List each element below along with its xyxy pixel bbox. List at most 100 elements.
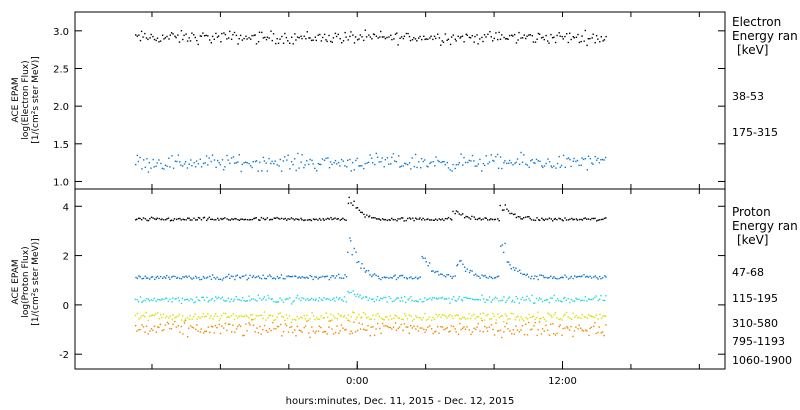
data-point (183, 320, 185, 322)
data-point (202, 275, 205, 278)
data-point (529, 316, 531, 319)
data-point (352, 161, 354, 164)
data-point (479, 217, 481, 219)
data-point (435, 313, 437, 316)
data-point (150, 328, 153, 330)
data-point (567, 219, 570, 221)
data-point (155, 165, 157, 167)
data-point (396, 297, 398, 299)
data-point (388, 163, 390, 165)
data-point (246, 162, 248, 164)
data-point (218, 162, 220, 164)
data-point (541, 217, 543, 219)
data-point (509, 34, 511, 37)
data-point (273, 327, 275, 330)
data-point (280, 170, 283, 172)
data-point (597, 219, 599, 221)
data-point (226, 275, 228, 278)
data-point (436, 298, 439, 300)
data-point (200, 166, 203, 168)
data-point (537, 329, 539, 331)
data-point (482, 312, 484, 314)
data-point (247, 277, 250, 279)
data-point (374, 163, 376, 166)
data-point (392, 153, 395, 155)
data-point (425, 329, 427, 331)
data-point (468, 329, 470, 331)
data-point (446, 161, 448, 164)
data-point (170, 328, 173, 330)
data-point (303, 166, 305, 169)
data-point (587, 276, 589, 278)
data-point (169, 166, 171, 168)
data-point (248, 322, 250, 324)
data-point (438, 274, 440, 276)
data-point (336, 163, 338, 165)
data-point (432, 270, 434, 272)
data-point (422, 217, 424, 220)
data-point (272, 33, 275, 35)
data-point (262, 328, 264, 331)
data-point (477, 43, 479, 45)
data-point (438, 297, 440, 299)
data-point (562, 38, 564, 40)
data-point (581, 329, 583, 331)
data-point (584, 217, 586, 219)
data-point (545, 299, 548, 301)
data-point (546, 299, 549, 301)
data-point (500, 315, 502, 317)
data-point (169, 220, 172, 222)
data-point (511, 212, 513, 215)
data-point (351, 332, 354, 334)
data-point (301, 331, 303, 333)
data-point (419, 217, 421, 219)
data-point (268, 315, 270, 317)
data-point (188, 327, 190, 329)
data-point (386, 219, 388, 222)
data-point (457, 163, 459, 166)
data-point (479, 277, 481, 279)
data-point (301, 276, 303, 278)
data-point (223, 312, 225, 314)
data-point (523, 34, 525, 36)
data-point (393, 317, 395, 319)
data-point (395, 278, 398, 281)
data-point (354, 36, 357, 38)
data-point (274, 278, 277, 280)
data-point (279, 158, 281, 161)
data-point (565, 276, 568, 278)
data-point (315, 316, 318, 319)
data-point (286, 159, 288, 161)
data-point (257, 41, 260, 43)
data-point (256, 276, 258, 278)
data-point (207, 326, 209, 328)
data-point (161, 316, 163, 319)
data-point (478, 217, 480, 220)
data-point (295, 218, 297, 220)
data-point (276, 38, 278, 40)
data-point (399, 166, 401, 168)
data-point (352, 290, 354, 292)
data-point (213, 300, 216, 302)
data-point (474, 298, 477, 301)
data-point (165, 277, 167, 279)
data-point (603, 334, 605, 337)
proton-plot-frame (74, 188, 726, 370)
data-point (367, 270, 370, 272)
legend-label-proton-795-1193: 795-1193 (732, 335, 785, 348)
data-point (144, 166, 146, 168)
data-point (457, 211, 459, 213)
data-point (403, 276, 405, 279)
data-point (200, 278, 203, 281)
data-point (149, 218, 151, 220)
data-point (492, 328, 494, 331)
data-point (551, 166, 553, 169)
data-point (584, 158, 586, 160)
data-point (503, 162, 505, 164)
data-point (138, 217, 140, 219)
data-point (499, 204, 501, 207)
data-point (527, 321, 530, 324)
data-point (185, 33, 187, 35)
data-point (303, 315, 305, 317)
data-point (512, 213, 515, 216)
